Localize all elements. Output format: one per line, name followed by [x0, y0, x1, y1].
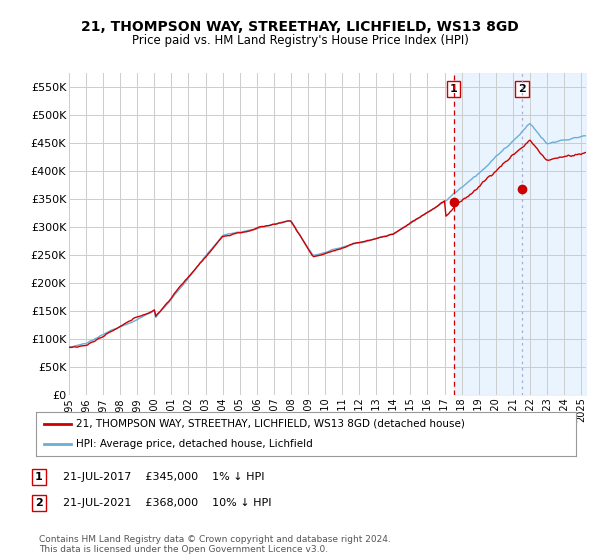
Text: Price paid vs. HM Land Registry's House Price Index (HPI): Price paid vs. HM Land Registry's House …	[131, 34, 469, 46]
Text: 2: 2	[35, 498, 43, 508]
Text: 1: 1	[35, 472, 43, 482]
Text: HPI: Average price, detached house, Lichfield: HPI: Average price, detached house, Lich…	[77, 439, 313, 449]
Text: 2: 2	[518, 84, 526, 94]
Text: 21, THOMPSON WAY, STREETHAY, LICHFIELD, WS13 8GD: 21, THOMPSON WAY, STREETHAY, LICHFIELD, …	[81, 20, 519, 34]
Text: 21, THOMPSON WAY, STREETHAY, LICHFIELD, WS13 8GD (detached house): 21, THOMPSON WAY, STREETHAY, LICHFIELD, …	[77, 419, 466, 429]
Text: Contains HM Land Registry data © Crown copyright and database right 2024.
This d: Contains HM Land Registry data © Crown c…	[39, 535, 391, 554]
Text: 21-JUL-2021    £368,000    10% ↓ HPI: 21-JUL-2021 £368,000 10% ↓ HPI	[63, 498, 271, 508]
Text: 21-JUL-2017    £345,000    1% ↓ HPI: 21-JUL-2017 £345,000 1% ↓ HPI	[63, 472, 265, 482]
Text: 1: 1	[450, 84, 458, 94]
